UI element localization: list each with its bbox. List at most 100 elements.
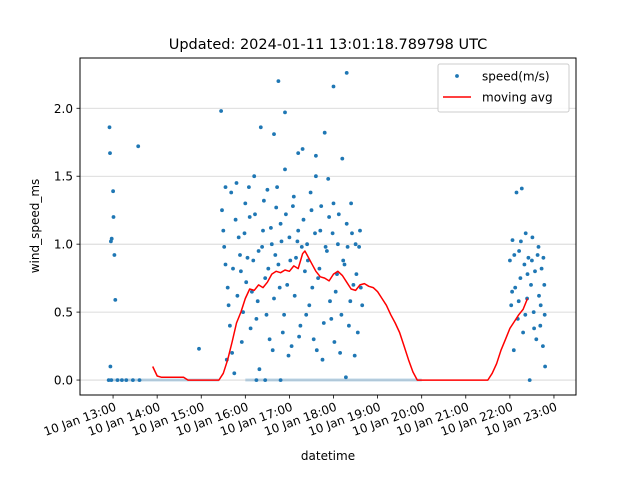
scatter-point bbox=[543, 364, 547, 369]
scatter-point bbox=[109, 236, 114, 241]
scatter-point bbox=[307, 303, 312, 308]
scatter-point bbox=[274, 205, 279, 210]
scatter-point bbox=[243, 201, 248, 206]
scatter-point bbox=[263, 276, 268, 280]
scatter-point bbox=[318, 228, 323, 233]
scatter-point bbox=[284, 212, 288, 217]
scatter-point bbox=[529, 283, 533, 287]
scatter-point bbox=[304, 312, 309, 317]
scatter-point bbox=[542, 283, 547, 287]
scatter-point bbox=[313, 231, 317, 236]
scatter-point bbox=[287, 235, 292, 240]
scatter-point bbox=[272, 296, 276, 301]
scatter-point bbox=[538, 323, 543, 328]
scatter-point bbox=[511, 348, 516, 353]
scatter-point bbox=[264, 312, 269, 317]
scatter-point bbox=[510, 238, 515, 243]
scatter-point bbox=[355, 330, 360, 335]
scatter-point bbox=[270, 348, 275, 353]
y-tick-label: 0.0 bbox=[54, 374, 73, 388]
scatter-point bbox=[350, 231, 354, 236]
scatter-point bbox=[360, 303, 365, 308]
scatter-point bbox=[108, 364, 113, 369]
scatter-point bbox=[291, 194, 296, 199]
scatter-point bbox=[285, 283, 290, 287]
scatter-point bbox=[311, 337, 316, 342]
scatter-point bbox=[510, 289, 514, 294]
scatter-point bbox=[197, 346, 201, 351]
scatter-point bbox=[344, 375, 348, 380]
scatter-point bbox=[525, 272, 530, 276]
scatter-point bbox=[111, 189, 115, 194]
scatter-point bbox=[522, 262, 527, 267]
scatter-point bbox=[352, 353, 357, 358]
scatter-point bbox=[314, 348, 319, 353]
scatter-point bbox=[245, 255, 250, 260]
legend-box bbox=[437, 63, 570, 113]
scatter-point bbox=[283, 110, 287, 115]
scatter-point bbox=[336, 212, 341, 217]
scatter-point bbox=[136, 144, 141, 149]
legend-item-speed: speed(m/s) bbox=[482, 70, 550, 84]
scatter-point bbox=[269, 226, 273, 230]
scatter-point bbox=[527, 378, 532, 382]
scatter-point bbox=[137, 378, 142, 382]
scatter-point bbox=[241, 310, 246, 314]
scatter-point bbox=[266, 266, 271, 271]
chart-title: Updated: 2024-01-11 13:01:18.789798 UTC bbox=[169, 37, 488, 53]
scatter-point bbox=[256, 249, 261, 253]
scatter-point bbox=[131, 378, 135, 382]
scatter-point bbox=[340, 156, 345, 161]
y-tick-label: 0.5 bbox=[54, 306, 73, 320]
scatter-point bbox=[115, 378, 120, 382]
scatter-point bbox=[344, 71, 349, 75]
scatter-point bbox=[298, 323, 303, 328]
scatter-point bbox=[531, 310, 536, 314]
scatter-point bbox=[321, 321, 326, 325]
scatter-point bbox=[351, 283, 356, 287]
scatter-point bbox=[342, 262, 347, 267]
scatter-point bbox=[228, 323, 232, 328]
scatter-point bbox=[253, 212, 257, 217]
scatter-point bbox=[294, 255, 298, 260]
scatter-point bbox=[295, 239, 300, 244]
scatter-point bbox=[316, 276, 320, 280]
scatter-point bbox=[236, 235, 241, 240]
scatter-point bbox=[225, 285, 230, 290]
y-axis-label: wind_speed_ms bbox=[28, 179, 42, 274]
scatter-point bbox=[279, 239, 284, 244]
scatter-point bbox=[278, 221, 283, 226]
scatter-point bbox=[331, 84, 336, 89]
scatter-point bbox=[278, 378, 283, 382]
scatter-point bbox=[275, 185, 279, 190]
scatter-point bbox=[248, 326, 253, 331]
scatter-point bbox=[229, 190, 234, 195]
scatter-point bbox=[234, 181, 239, 185]
scatter-point bbox=[535, 253, 540, 257]
scatter-point bbox=[289, 344, 294, 348]
scatter-point bbox=[251, 258, 256, 263]
scatter-point bbox=[509, 303, 514, 308]
scatter-point bbox=[300, 147, 305, 151]
scatter-point bbox=[353, 242, 358, 247]
y-tick-label: 1.5 bbox=[54, 170, 73, 184]
scatter-point bbox=[357, 245, 361, 249]
scatter-point bbox=[358, 228, 362, 233]
scatter-point bbox=[354, 272, 359, 276]
scatter-point bbox=[263, 378, 268, 382]
scatter-point bbox=[325, 249, 329, 253]
scatter-point bbox=[519, 239, 523, 244]
scatter-point bbox=[542, 312, 547, 317]
scatter-point bbox=[532, 326, 536, 331]
scatter-point bbox=[238, 253, 242, 257]
scatter-point bbox=[328, 299, 332, 304]
scatter-point bbox=[120, 378, 124, 382]
scatter-point bbox=[219, 109, 224, 113]
scatter-point bbox=[282, 312, 286, 317]
scatter-point bbox=[296, 151, 301, 156]
scatter-point bbox=[106, 378, 111, 382]
scatter-point bbox=[260, 245, 264, 249]
scatter-point bbox=[303, 269, 307, 274]
scatter-point bbox=[252, 174, 257, 179]
